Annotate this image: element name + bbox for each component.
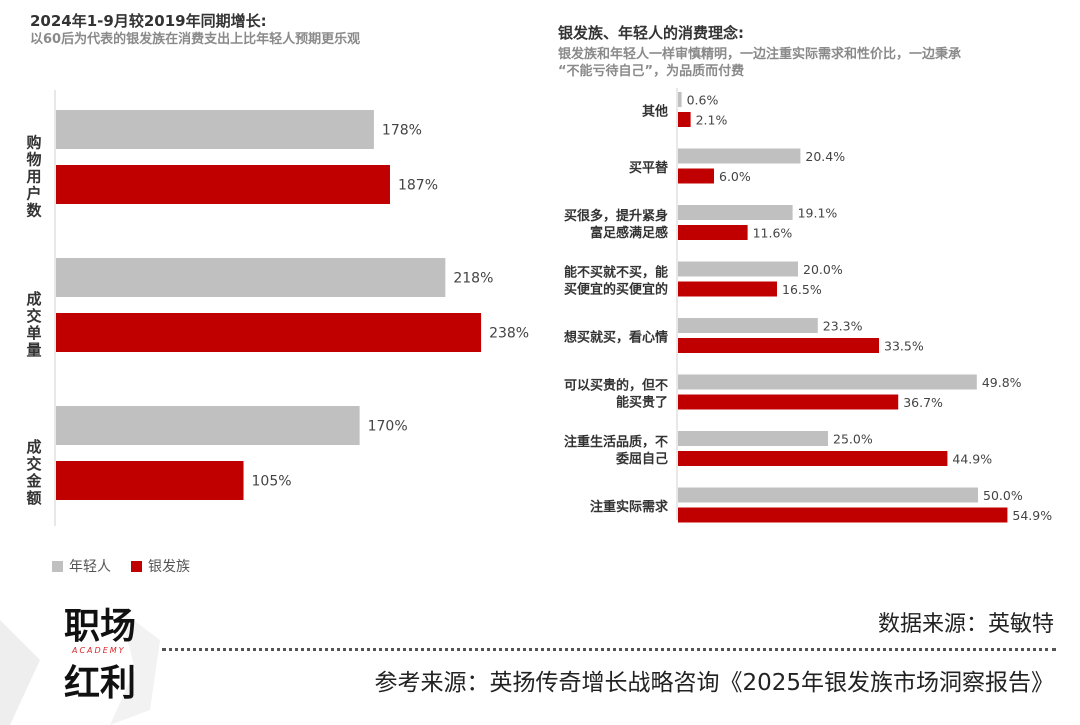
- left-bar: [56, 258, 446, 297]
- right-bar: [678, 451, 948, 466]
- right-bar-value-label: 0.6%: [687, 93, 719, 108]
- right-category-label: 注重生活品质，不委屈自己: [564, 434, 668, 467]
- right-bar: [678, 281, 778, 297]
- right-bar: [678, 261, 799, 277]
- right-bar-value-label: 50.0%: [983, 488, 1023, 503]
- right-bar-value-label: 23.3%: [823, 319, 863, 334]
- right-bar: [678, 112, 691, 127]
- left-bar-value-label: 218%: [453, 271, 493, 287]
- left-bar: [56, 406, 360, 445]
- right-bar-value-label: 6.0%: [719, 169, 751, 184]
- left-bar: [56, 461, 244, 500]
- right-category-label: 买平替: [629, 160, 669, 176]
- right-chart-subtitle-line1: 银发族和年轻人一样审慎精明，一边注重实际需求和性价比，一边秉承: [558, 47, 962, 62]
- right-bar-value-label: 36.7%: [903, 395, 943, 410]
- left-bar-value-label: 187%: [398, 178, 438, 194]
- chart-legend: 年轻人 银发族: [52, 556, 190, 576]
- right-bar-value-label: 11.6%: [753, 226, 793, 241]
- right-category-label: 其他: [642, 104, 668, 120]
- right-bar: [678, 92, 682, 107]
- brand-line1: 职场: [64, 606, 136, 647]
- brand-academy: ACADEMY: [71, 646, 126, 655]
- brand-logo: 职场 ACADEMY 红利: [0, 606, 160, 725]
- left-chart-subtitle: 以60后为代表的银发族在消费支出上比年轻人预期更乐观: [30, 32, 361, 47]
- left-bar: [56, 110, 374, 149]
- left-bar-value-label: 170%: [368, 419, 408, 435]
- right-bar: [678, 394, 899, 410]
- left-chart-title: 2024年1-9月较2019年同期增长:: [30, 12, 267, 30]
- right-bar-value-label: 54.9%: [1012, 508, 1052, 523]
- left-category-label: 成交单量: [26, 290, 41, 359]
- right-bar: [678, 318, 818, 333]
- right-category-label: 想买就买，看心情: [564, 330, 668, 346]
- right-bar: [678, 487, 979, 503]
- right-bar-value-label: 33.5%: [884, 339, 924, 354]
- data-source: 数据来源：英敏特: [877, 612, 1054, 637]
- left-bar-chart: 购物用户数 178% 187% 成交单量 218% 238% 成交金额 170% 105%: [25, 90, 529, 526]
- right-bar-value-label: 19.1%: [798, 206, 838, 221]
- right-bar-value-label: 20.0%: [803, 262, 843, 277]
- right-bar: [678, 205, 793, 220]
- left-category-label: 购物用户数: [26, 134, 42, 220]
- right-bar-chart: 其他 0.6% 2.1% 买平替 20.4% 6.0% 买很多，提升紧身富足感满足感 19.1…: [564, 88, 1052, 523]
- right-bar: [678, 431, 829, 446]
- right-bar: [678, 507, 1008, 523]
- right-bar: [678, 374, 977, 390]
- right-bar: [678, 225, 748, 240]
- reference-source: 参考来源：英扬传奇增长战略咨询《2025年银发族市场洞察报告》: [374, 670, 1054, 696]
- right-bar: [678, 148, 801, 164]
- left-category-label: 成交金额: [25, 438, 42, 507]
- legend-silver-swatch: [131, 560, 142, 572]
- left-bar-value-label: 238%: [489, 326, 529, 342]
- right-bar-value-label: 2.1%: [696, 113, 728, 128]
- right-bar: [678, 338, 880, 353]
- left-bar-value-label: 105%: [252, 474, 292, 490]
- legend-young-label: 年轻人: [69, 559, 111, 575]
- right-bar-value-label: 49.8%: [982, 375, 1022, 390]
- right-bar-value-label: 44.9%: [952, 452, 992, 467]
- right-bar-value-label: 16.5%: [782, 282, 822, 297]
- right-category-label: 能不买就不买，能买便宜的买便宜的: [564, 265, 668, 298]
- left-bar: [56, 165, 390, 204]
- brand-line2: 红利: [64, 663, 136, 704]
- left-bar: [56, 313, 482, 352]
- legend-young-swatch: [52, 560, 63, 572]
- right-category-label: 可以买贵的，但不能买贵了: [564, 378, 668, 411]
- right-category-label: 买很多，提升紧身富足感满足感: [564, 208, 668, 241]
- right-category-label: 注重实际需求: [590, 499, 669, 515]
- right-bar-value-label: 20.4%: [805, 149, 845, 164]
- right-chart-title: 银发族、年轻人的消费理念:: [558, 24, 744, 42]
- left-bar-value-label: 178%: [382, 123, 422, 139]
- dotted-divider: [162, 648, 1056, 651]
- legend-silver-label: 银发族: [148, 559, 190, 575]
- right-bar-value-label: 25.0%: [833, 432, 873, 447]
- right-chart-subtitle-line2: “不能亏待自己”，为品质而付费: [558, 64, 745, 79]
- right-bar: [678, 168, 715, 184]
